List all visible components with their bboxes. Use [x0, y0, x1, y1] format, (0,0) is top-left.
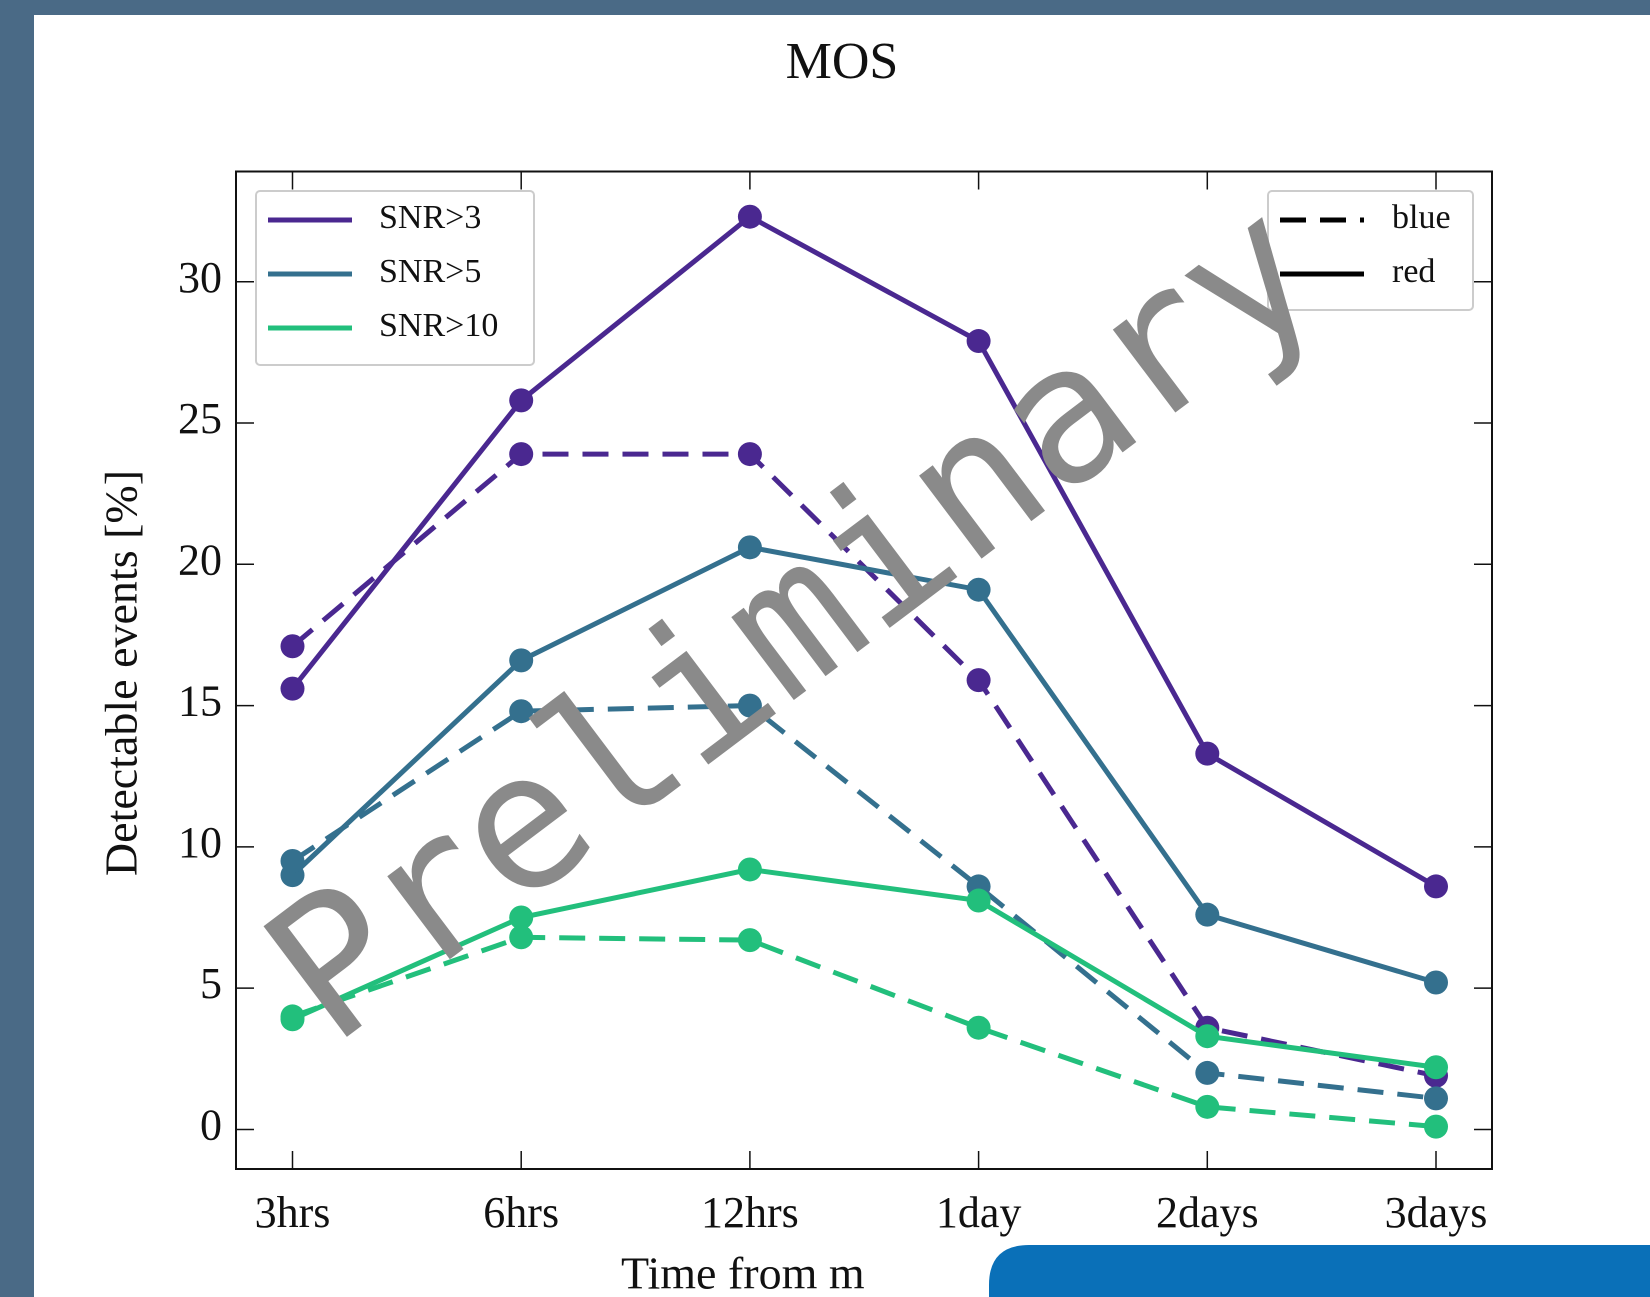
data-point: [509, 699, 534, 724]
data-point: [280, 676, 305, 701]
series-line: [290, 213, 1438, 889]
data-point: [1195, 1024, 1220, 1049]
y-tick-label: 15: [178, 677, 222, 726]
x-tick-label: 3days: [1385, 1188, 1488, 1237]
legend-label: SNR>3: [379, 199, 481, 236]
data-point: [509, 648, 534, 673]
x-tick-label: 12hrs: [701, 1188, 799, 1237]
legend-label: SNR>10: [379, 307, 498, 344]
y-axis-label: Detectable events [%]: [96, 470, 147, 876]
data-point: [1424, 1055, 1448, 1080]
series-line: [291, 703, 1437, 1101]
x-tick-label: 3hrs: [255, 1188, 331, 1237]
data-point: [966, 1015, 991, 1040]
legend-box: [1267, 190, 1474, 311]
chart-title: MOS: [786, 33, 899, 90]
plot-area: 0 5 10 15 20 25 30 3hrs 6hrs 12hrs 1day 2days 3days S…: [178, 170, 1493, 1237]
data-point: [280, 848, 305, 873]
data-point: [280, 1004, 305, 1029]
data-point: [966, 888, 991, 913]
x-axis-label: Time from m: [621, 1248, 865, 1297]
data-point: [737, 857, 762, 882]
data-point: [1195, 1094, 1220, 1119]
series-line: [291, 934, 1437, 1130]
data-point: [509, 388, 534, 413]
y-tick-label: 30: [178, 253, 222, 302]
series-line: [291, 866, 1437, 1070]
data-point: [1424, 970, 1448, 995]
data-point: [737, 204, 762, 229]
data-point: [509, 442, 534, 467]
data-point: [280, 634, 305, 659]
data-point: [737, 693, 762, 718]
y-tick-label: 5: [200, 959, 222, 1008]
data-point: [737, 535, 762, 560]
legend-label: blue: [1392, 199, 1451, 236]
data-point: [966, 668, 991, 693]
axes-frame: [235, 170, 1493, 1170]
data-point: [509, 905, 534, 930]
data-point: [509, 925, 534, 950]
x-tick-label: 2days: [1156, 1188, 1259, 1237]
y-tick-label: 20: [178, 535, 222, 584]
y-tick-label: 25: [178, 394, 222, 443]
series-line: [290, 544, 1437, 985]
data-point: [1195, 741, 1220, 766]
y-tick-label: 0: [200, 1101, 222, 1150]
data-point: [1195, 1060, 1220, 1085]
data-point: [966, 577, 991, 602]
y-tick-label: 10: [178, 818, 222, 867]
legend-label: red: [1392, 253, 1435, 290]
data-point: [1195, 902, 1220, 927]
data-point: [966, 329, 991, 354]
legend-box: [255, 190, 535, 366]
data-point: [737, 928, 762, 953]
x-tick-label: 1day: [936, 1188, 1022, 1237]
data-point: [1424, 874, 1448, 899]
x-tick-label: 6hrs: [483, 1188, 559, 1237]
overlay-panel: [989, 1245, 1650, 1297]
data-point: [1424, 1114, 1448, 1139]
data-point: [737, 442, 762, 467]
legend-label: SNR>5: [379, 253, 481, 290]
data-point: [1424, 1086, 1448, 1111]
